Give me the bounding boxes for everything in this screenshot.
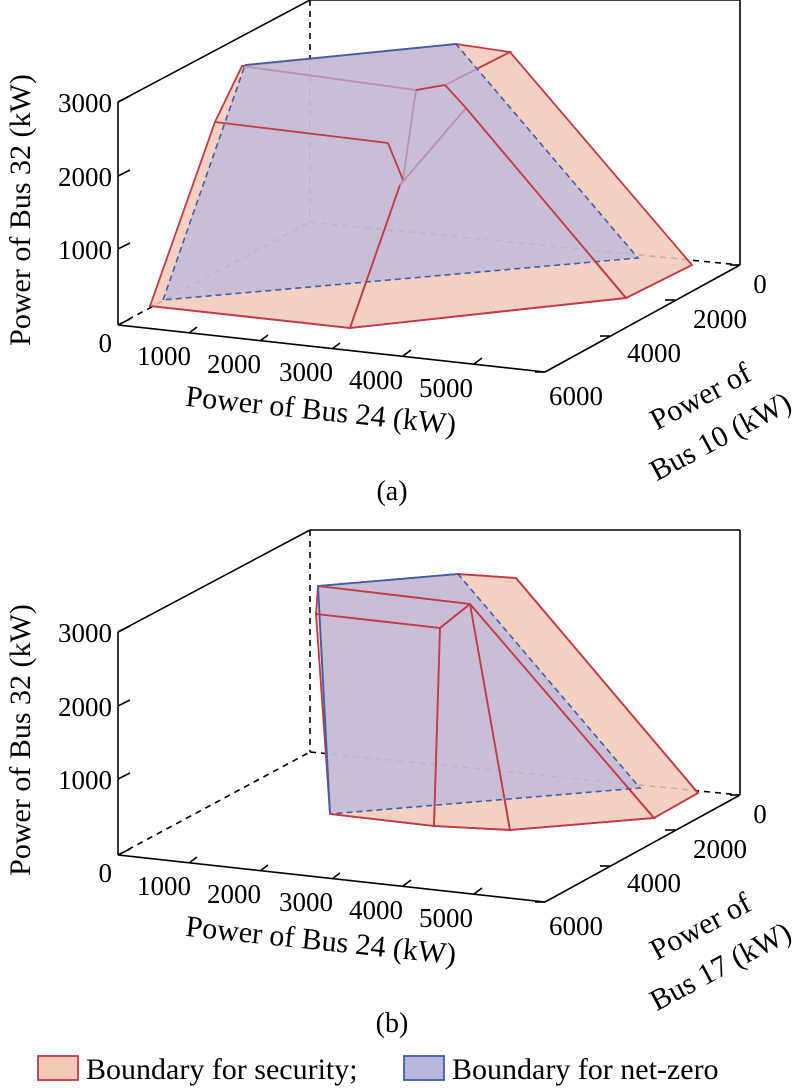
legend-swatch-netzero [403, 1055, 445, 1081]
x-tick-label: 2000 [207, 879, 261, 909]
x-axis-label: Power of Bus 24 (kW) [184, 910, 458, 971]
x-ticks-b [188, 856, 483, 895]
y-tick-label: 4000 [627, 338, 681, 368]
z-tick-label: 1000 [58, 765, 112, 795]
panel-a: 0 1000 2000 3000 1000 2000 3000 4000 500… [4, 0, 797, 507]
x-axis-label: Power of Bus 24 (kW) [184, 380, 458, 441]
security-edges-b [315, 573, 699, 831]
security-edge [329, 813, 435, 827]
z-tick-mark [117, 699, 131, 707]
x-tick-mark [259, 864, 269, 872]
z-tick-label: 3000 [58, 618, 112, 648]
x-tick-label: 1000 [137, 341, 191, 371]
box-left-top-b [117, 529, 311, 633]
y-tick-label: 6000 [549, 911, 603, 941]
security-edge [317, 585, 471, 605]
box-back-y-dash-b [117, 751, 311, 856]
z-tick-mark [117, 95, 131, 103]
legend: Boundary for security; Boundary for net-… [37, 1053, 719, 1086]
z-axis-label: Power of Bus 32 (kW) [4, 604, 37, 876]
x-tick-label: 3000 [279, 357, 333, 387]
x-tick-mark [402, 349, 412, 357]
security-edge [457, 573, 517, 579]
legend-label-security: Boundary for security; [86, 1053, 358, 1086]
x-tick-mark [402, 879, 412, 887]
x-tick-mark [188, 326, 198, 334]
security-edges-a [149, 84, 693, 329]
x-tick-label: 3000 [279, 887, 333, 917]
netzero-region-b [317, 573, 642, 815]
security-edge [415, 84, 446, 91]
x-tick-mark [331, 872, 341, 880]
z-tick-label: 0 [99, 858, 113, 888]
y-tick-label: 6000 [549, 381, 603, 411]
z-tick-mark [117, 242, 131, 250]
security-edge [214, 121, 389, 144]
security-edge [349, 297, 627, 329]
y-tick-label: 2000 [693, 304, 747, 334]
z-tick-label: 2000 [58, 692, 112, 722]
x-tick-label: 4000 [349, 365, 403, 395]
y-tick-label: 0 [753, 799, 767, 829]
panel-label: (b) [376, 1008, 409, 1039]
box-left-top-a [117, 0, 311, 103]
netzero-edge [317, 573, 459, 587]
y-tick-label: 0 [753, 269, 767, 299]
z-tick-label: 3000 [58, 88, 112, 118]
legend-label-netzero: Boundary for net-zero [452, 1053, 719, 1086]
x-tick-mark [473, 357, 483, 365]
security-edge [349, 184, 401, 329]
legend-swatch-security [37, 1055, 79, 1081]
security-edge [444, 84, 467, 109]
security-edge [653, 792, 699, 819]
z-tick-mark [117, 848, 131, 856]
netzero-edge [244, 43, 457, 66]
z-ticks-a [117, 95, 131, 326]
x-tick-label: 2000 [207, 349, 261, 379]
x-ticks-a [188, 326, 483, 365]
z-tick-mark [117, 318, 131, 326]
x-tick-mark [473, 887, 483, 895]
x-tick-mark [331, 342, 341, 350]
x-tick-label: 4000 [349, 895, 403, 925]
x-tick-mark [259, 334, 269, 342]
security-edge [315, 613, 441, 629]
security-edge [149, 305, 351, 329]
z-tick-mark [117, 772, 131, 780]
security-edge [625, 264, 693, 299]
panel-label: (a) [376, 476, 407, 507]
x-tick-mark [188, 856, 198, 864]
y-tick-label: 4000 [627, 868, 681, 898]
z-tick-mark [117, 169, 131, 177]
security-edge [387, 142, 404, 181]
z-axis-label: Power of Bus 32 (kW) [4, 74, 37, 346]
box-front-y-b [544, 794, 741, 903]
security-edge [433, 627, 441, 827]
x-tick-label: 5000 [419, 373, 473, 403]
y-ticks-b [535, 794, 740, 903]
box-front-y-a [544, 264, 741, 373]
x-tick-label: 1000 [137, 871, 191, 901]
security-edge [515, 577, 699, 794]
security-edge [469, 603, 511, 831]
z-tick-mark [117, 625, 131, 633]
z-ticks-b [117, 625, 131, 856]
security-edge [509, 817, 655, 831]
z-tick-label: 1000 [58, 235, 112, 265]
panel-b: 0 1000 2000 3000 1000 2000 3000 4000 500… [4, 529, 797, 1039]
y-tick-label: 2000 [693, 834, 747, 864]
y-ticks-a [535, 264, 740, 373]
z-tick-label: 2000 [58, 162, 112, 192]
security-edge [433, 825, 511, 831]
x-tick-label: 5000 [419, 903, 473, 933]
netzero-edge [317, 585, 331, 815]
z-tick-label: 0 [99, 328, 113, 358]
security-edge [439, 603, 471, 629]
security-edge [469, 603, 655, 819]
security-edge [465, 107, 627, 299]
